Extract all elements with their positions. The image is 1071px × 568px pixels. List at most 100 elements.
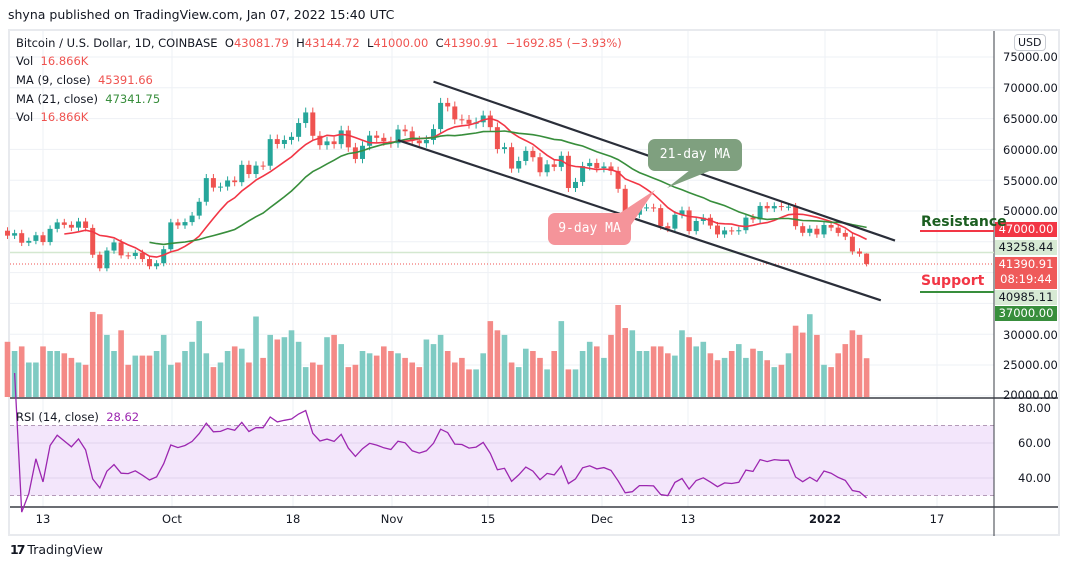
ma21-legend[interactable]: MA (21, close) 47341.75 xyxy=(16,92,161,106)
volume-bar xyxy=(111,351,117,397)
volume-bar xyxy=(707,353,714,397)
vol2-legend[interactable]: Vol 16.866K xyxy=(16,110,89,124)
rsi-tick: 60.00 xyxy=(1018,436,1051,450)
volume-bar xyxy=(579,351,586,397)
candle-body xyxy=(494,127,500,150)
volume-bar xyxy=(849,330,856,397)
currency-button[interactable]: USD xyxy=(1014,34,1046,51)
candle-body xyxy=(281,139,287,144)
candle-body xyxy=(452,106,458,120)
candle-body xyxy=(97,254,103,269)
candle-body xyxy=(523,150,529,161)
candle-body xyxy=(509,147,515,169)
resistance-price-tag: 47000.00 xyxy=(995,222,1057,237)
vol-legend[interactable]: Vol 16.866K xyxy=(16,54,89,68)
volume-bar xyxy=(778,364,785,397)
candle-body xyxy=(778,206,784,208)
volume-bar xyxy=(771,367,778,397)
candle-body xyxy=(367,135,373,146)
volume-bar xyxy=(331,334,337,397)
volume-bar xyxy=(89,311,96,397)
candle-body xyxy=(480,115,486,123)
volume-bar xyxy=(196,321,202,397)
ma9-callout: 9-day MA xyxy=(548,213,631,245)
volume-bar xyxy=(736,344,742,397)
volume-bar xyxy=(175,362,181,397)
volume-bar xyxy=(480,353,486,397)
candle-body xyxy=(12,233,18,236)
volume-bar xyxy=(253,316,259,397)
candle-body xyxy=(580,166,586,182)
volume-bar xyxy=(168,364,174,397)
volume-bar xyxy=(743,357,749,397)
volume-bar xyxy=(409,362,415,397)
candle-body xyxy=(47,228,53,243)
price-tick: 50000.00 xyxy=(1003,204,1058,218)
candle-body xyxy=(19,233,25,243)
candle-body xyxy=(132,252,138,256)
candle-body xyxy=(821,224,827,235)
price-tick: 70000.00 xyxy=(1003,81,1058,95)
volume-bar xyxy=(33,362,39,397)
candle-body xyxy=(331,141,337,145)
candle-body xyxy=(502,147,507,150)
candle-body xyxy=(679,210,685,215)
candle-body xyxy=(700,217,706,221)
candle-body xyxy=(757,205,763,220)
candle-body xyxy=(175,222,181,226)
candle-body xyxy=(849,236,855,252)
volume-bar xyxy=(231,346,238,397)
candle-body xyxy=(644,207,649,209)
volume-bar xyxy=(97,314,103,397)
change-value: −1692.85 (−3.93%) xyxy=(505,36,622,50)
tv-logo-icon: 17 xyxy=(10,542,25,557)
resistance-label: Resistance xyxy=(921,214,1007,230)
volume-bar xyxy=(104,334,110,397)
volume-bar xyxy=(260,357,266,397)
candle-body xyxy=(686,210,692,232)
volume-bar xyxy=(118,330,124,397)
candle-body xyxy=(40,235,46,243)
candle-body xyxy=(5,230,10,236)
volume-bar xyxy=(821,364,827,397)
volume-bar xyxy=(310,362,316,397)
rsi-legend[interactable]: RSI (14, close) 28.62 xyxy=(16,410,140,424)
ma21-line xyxy=(149,130,867,246)
tradingview-logo[interactable]: 17 TradingView xyxy=(10,542,103,557)
volume-bar xyxy=(814,334,820,397)
volume-bar xyxy=(558,321,565,397)
candle-body xyxy=(232,180,238,183)
volume-bar xyxy=(139,355,146,397)
ma21-price-tag: 43258.44 xyxy=(995,240,1057,255)
candle-body xyxy=(210,178,216,188)
candle-body xyxy=(729,230,735,232)
volume-bar xyxy=(792,325,799,397)
time-tick: 2022 xyxy=(808,512,842,526)
volume-bar xyxy=(288,330,295,397)
candle-body xyxy=(118,242,124,256)
volume-bar xyxy=(650,346,657,397)
ma9-legend[interactable]: MA (9, close) 45391.66 xyxy=(16,73,153,87)
volume-bar xyxy=(721,357,728,397)
volume-bar xyxy=(508,362,515,397)
price-tick: 25000.00 xyxy=(1003,358,1058,372)
candle-body xyxy=(736,230,742,232)
volume-bar xyxy=(863,358,870,397)
volume-bar xyxy=(487,321,494,397)
support-price-tag: 37000.00 xyxy=(995,306,1057,321)
candle-body xyxy=(239,164,245,183)
time-tick: Oct xyxy=(162,512,182,526)
time-tick: 15 xyxy=(480,512,496,526)
volume-bar xyxy=(82,364,89,397)
candle-body xyxy=(587,162,593,167)
price-tick: 55000.00 xyxy=(1003,174,1058,188)
candle-body xyxy=(296,123,302,137)
volume-bar xyxy=(4,341,11,397)
candle-body xyxy=(466,119,472,124)
candle-body xyxy=(800,226,806,233)
volume-bar xyxy=(345,367,352,397)
price-tick: 60000.00 xyxy=(1003,143,1058,157)
candle-body xyxy=(651,207,657,209)
candle-body xyxy=(828,224,834,228)
